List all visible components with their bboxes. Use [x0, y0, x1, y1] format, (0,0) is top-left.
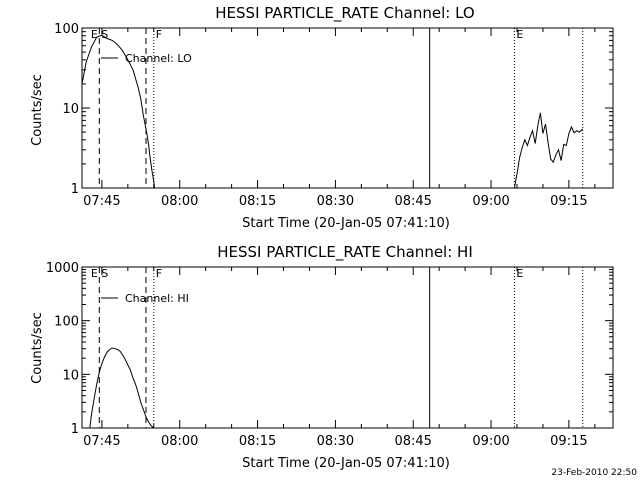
- x-tick-label: 08:00: [161, 434, 198, 449]
- x-axis-label: Start Time (20-Jan-05 07:41:10): [242, 456, 450, 471]
- y-tick-label: 100: [54, 22, 79, 37]
- x-tick-label: 08:15: [239, 194, 276, 209]
- marker-label: F: [156, 267, 162, 280]
- chart-title: HESSI PARTICLE_RATE Channel: HI: [217, 243, 473, 262]
- y-tick-label: 100: [54, 315, 79, 330]
- marker-label: S: [101, 267, 108, 280]
- x-tick-label: 09:15: [550, 434, 587, 449]
- plot-frame: [81, 266, 614, 429]
- x-tick-label: 09:15: [550, 194, 587, 209]
- y-axis-label: Counts/sec: [30, 74, 45, 146]
- x-tick-label: 07:45: [83, 194, 120, 209]
- x-axis-label: Start Time (20-Jan-05 07:41:10): [242, 216, 450, 231]
- y-tick-label: 10: [62, 368, 79, 383]
- x-tick-label: 09:00: [472, 434, 509, 449]
- y-tick-label: 1000: [46, 261, 79, 276]
- legend-label: Channel: LO: [125, 52, 192, 65]
- x-tick-label: 08:00: [161, 194, 198, 209]
- x-tick-label: 08:30: [317, 434, 354, 449]
- marker-label: E: [91, 267, 98, 280]
- footer-timestamp: 23-Feb-2010 22:50: [551, 468, 637, 478]
- x-tick-label: 08:30: [317, 194, 354, 209]
- series-line: [81, 34, 156, 189]
- marker-label: E: [91, 28, 98, 41]
- chart-title: HESSI PARTICLE_RATE Channel: LO: [215, 4, 474, 23]
- x-tick-label: 09:00: [472, 194, 509, 209]
- y-tick-label: 1: [71, 422, 79, 437]
- marker-label: E: [516, 267, 523, 280]
- x-tick-label: 07:45: [83, 434, 120, 449]
- series-line: [513, 112, 584, 189]
- y-tick-label: 10: [62, 102, 79, 117]
- x-tick-label: 08:45: [394, 194, 431, 209]
- marker-label: S: [101, 28, 108, 41]
- chart-panel-hi: HESSI PARTICLE_RATE Channel: HI Start Ti…: [30, 243, 614, 471]
- chart-panel-lo: HESSI PARTICLE_RATE Channel: LO Start Ti…: [30, 4, 614, 231]
- marker-label: E: [516, 28, 523, 41]
- x-tick-label: 08:45: [394, 434, 431, 449]
- series-line: [89, 347, 155, 429]
- marker-label: F: [156, 28, 162, 41]
- legend-label: Channel: HI: [125, 292, 189, 305]
- x-tick-label: 08:15: [239, 434, 276, 449]
- y-tick-label: 1: [71, 182, 79, 197]
- y-axis-label: Counts/sec: [30, 312, 45, 384]
